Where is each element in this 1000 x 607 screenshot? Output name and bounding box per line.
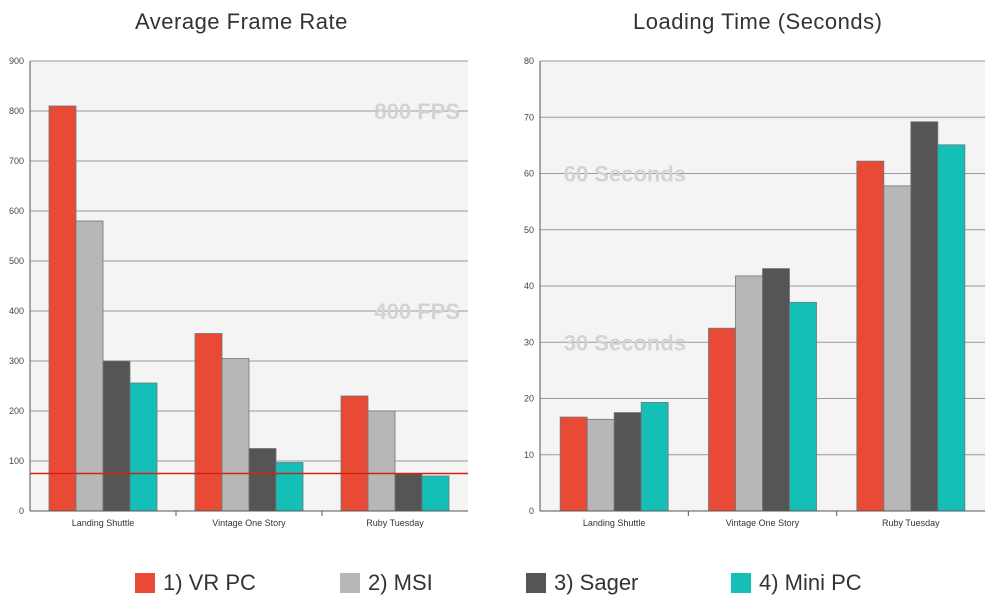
chart-title-frame-rate: Average Frame Rate [135, 9, 348, 34]
bar-fps-2-1 [248, 448, 277, 512]
x-tick-label-load: Ruby Tuesday [882, 518, 940, 528]
legend-item-msi: 2) MSI [340, 570, 433, 596]
y-tick-label-fps: 100 [9, 456, 24, 466]
bar-load-3-2 [937, 144, 966, 512]
annotation-fps: 400 FPS [374, 299, 460, 324]
legend-label-vr-pc: 1) VR PC [163, 570, 256, 595]
bar-load-3-1 [789, 301, 817, 512]
bar-fps-0-0 [48, 105, 77, 512]
bar-fps-2-2 [394, 473, 423, 512]
legend-swatch-mini-pc [731, 573, 751, 593]
chart-title-loading-time: Loading Time (Seconds) [633, 9, 883, 34]
legend-swatch-msi [340, 573, 360, 593]
bar-load-0-0 [559, 416, 588, 512]
bar-load-1-0 [586, 418, 615, 512]
y-tick-label-load: 60 [524, 169, 534, 179]
bar-fps-0-1 [194, 333, 223, 512]
bar-fps-2-0 [102, 360, 131, 512]
legend-item-sager: 3) Sager [526, 570, 638, 596]
x-tick-label-fps: Vintage One Story [212, 518, 286, 528]
x-tick-label-load: Landing Shuttle [583, 518, 646, 528]
bar-load-2-1 [762, 268, 790, 512]
y-tick-label-fps: 700 [9, 156, 24, 166]
legend: 1) VR PC 2) MSI 3) Sager 4) Mini PC [0, 570, 1000, 600]
y-tick-label-load: 70 [524, 112, 534, 122]
bar-fps-1-1 [221, 358, 250, 512]
bar-load-2-2 [910, 121, 939, 512]
x-tick-label-fps: Landing Shuttle [72, 518, 135, 528]
y-tick-label-fps: 400 [9, 306, 24, 316]
y-tick-label-load: 50 [524, 225, 534, 235]
legend-item-vr-pc: 1) VR PC [135, 570, 256, 596]
bar-fps-0-2 [340, 395, 369, 512]
legend-label-mini-pc: 4) Mini PC [759, 570, 862, 595]
y-tick-label-fps: 500 [9, 256, 24, 266]
bar-load-1-1 [735, 275, 763, 512]
bar-load-0-2 [856, 160, 885, 512]
y-tick-label-fps: 900 [9, 56, 24, 66]
y-tick-label-load: 40 [524, 281, 534, 291]
x-tick-label-fps: Ruby Tuesday [366, 518, 424, 528]
bar-fps-1-2 [367, 410, 396, 512]
y-tick-label-load: 30 [524, 337, 534, 347]
y-tick-label-fps: 0 [19, 506, 24, 516]
y-tick-label-load: 0 [529, 506, 534, 516]
y-tick-label-fps: 600 [9, 206, 24, 216]
y-tick-label-fps: 300 [9, 356, 24, 366]
bar-load-0-1 [708, 327, 736, 512]
y-tick-label-load: 10 [524, 450, 534, 460]
bar-fps-3-0 [129, 382, 158, 512]
legend-swatch-sager [526, 573, 546, 593]
legend-label-sager: 3) Sager [554, 570, 639, 595]
bar-load-3-0 [640, 402, 669, 512]
legend-label-msi: 2) MSI [368, 570, 433, 595]
legend-item-mini-pc: 4) Mini PC [731, 570, 862, 596]
annotation-fps: 800 FPS [374, 99, 460, 124]
legend-swatch-vr-pc [135, 573, 155, 593]
bar-fps-1-0 [75, 220, 104, 512]
y-tick-label-load: 80 [524, 56, 534, 66]
y-tick-label-fps: 200 [9, 406, 24, 416]
annotation-load: 30 Seconds [564, 330, 686, 355]
x-tick-label-load: Vintage One Story [726, 518, 800, 528]
annotation-load: 60 Seconds [564, 162, 686, 187]
y-tick-label-load: 20 [524, 394, 534, 404]
y-tick-label-fps: 800 [9, 106, 24, 116]
bar-load-1-2 [883, 185, 912, 512]
bar-fps-3-1 [275, 462, 304, 512]
bar-load-2-0 [613, 412, 642, 512]
bar-fps-3-2 [421, 475, 450, 512]
